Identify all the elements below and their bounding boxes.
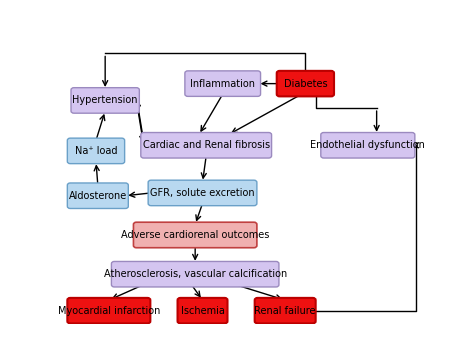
Text: Cardiac and Renal fibrosis: Cardiac and Renal fibrosis xyxy=(143,140,270,150)
FancyBboxPatch shape xyxy=(321,132,415,158)
FancyBboxPatch shape xyxy=(67,183,128,209)
Text: Aldosterone: Aldosterone xyxy=(69,191,127,201)
FancyBboxPatch shape xyxy=(277,71,334,96)
FancyBboxPatch shape xyxy=(255,298,316,323)
Text: Hypertension: Hypertension xyxy=(73,95,138,106)
Text: Diabetes: Diabetes xyxy=(283,79,327,88)
Text: Renal failure: Renal failure xyxy=(255,306,316,316)
FancyBboxPatch shape xyxy=(67,138,125,164)
FancyBboxPatch shape xyxy=(185,71,261,96)
Text: GFR, solute excretion: GFR, solute excretion xyxy=(150,188,255,198)
FancyBboxPatch shape xyxy=(141,132,272,158)
Text: Atherosclerosis, vascular calcification: Atherosclerosis, vascular calcification xyxy=(103,269,287,279)
FancyBboxPatch shape xyxy=(134,222,257,248)
Text: Na⁺ load: Na⁺ load xyxy=(75,146,117,156)
Text: Inflammation: Inflammation xyxy=(190,79,255,88)
FancyBboxPatch shape xyxy=(67,298,150,323)
Text: Myocardial infarction: Myocardial infarction xyxy=(58,306,160,316)
FancyBboxPatch shape xyxy=(148,180,257,206)
FancyBboxPatch shape xyxy=(71,88,139,113)
FancyBboxPatch shape xyxy=(178,298,228,323)
FancyBboxPatch shape xyxy=(111,261,279,287)
Text: Adverse cardiorenal outcomes: Adverse cardiorenal outcomes xyxy=(121,230,269,240)
Text: Endothelial dysfunction: Endothelial dysfunction xyxy=(310,140,425,150)
Text: Ischemia: Ischemia xyxy=(181,306,225,316)
